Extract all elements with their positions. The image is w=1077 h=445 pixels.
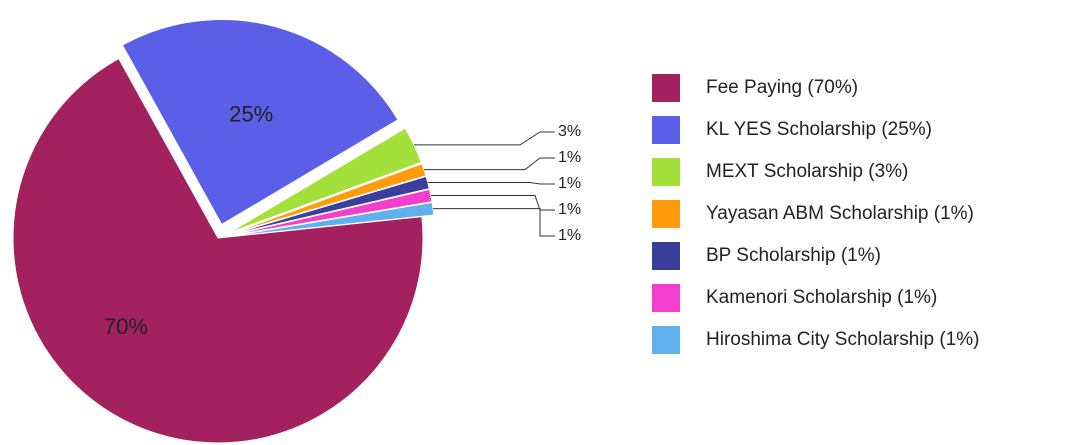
pie-slice [229,201,435,237]
data-label: 25% [229,101,273,126]
legend-swatch [652,200,680,228]
legend-swatch [652,74,680,102]
leader-line [433,208,555,237]
legend-label: Yayasan ABM Scholarship (1%) [706,203,974,224]
data-label: 1% [558,149,581,166]
legend-swatch [652,158,680,186]
leader-line [423,157,555,171]
data-label: 1% [558,227,581,244]
legend-swatch [652,116,680,144]
pie-slice [121,18,399,226]
legend-label: MEXT Scholarship (3%) [706,161,908,182]
pie-slice [12,57,424,444]
data-label: 70% [104,314,148,339]
legend-swatch [652,326,680,354]
legend-label: Kamenori Scholarship (1%) [706,287,937,308]
leader-line [427,181,555,185]
leader-line [414,131,555,146]
legend-label: Fee Paying (70%) [706,77,858,98]
leader-line [430,195,555,211]
data-label: 1% [558,201,581,218]
legend-swatch [652,242,680,270]
data-label: 3% [558,123,581,140]
legend-swatch [652,284,680,312]
legend-label: KL YES Scholarship (25%) [706,119,932,140]
legend-label: BP Scholarship (1%) [706,245,881,266]
data-label: 1% [558,175,581,192]
legend-label: Hiroshima City Scholarship (1%) [706,329,979,350]
